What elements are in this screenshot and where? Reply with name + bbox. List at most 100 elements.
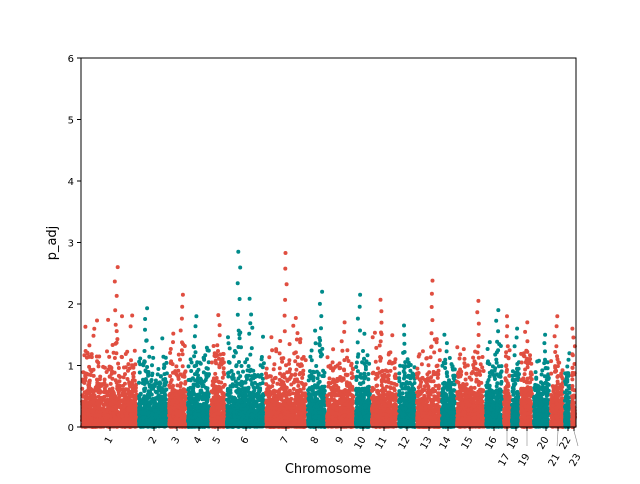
data-point <box>246 364 251 369</box>
data-point <box>213 393 218 398</box>
peak-point <box>238 265 243 270</box>
data-point <box>283 398 288 403</box>
peak-point <box>194 314 199 319</box>
data-point <box>143 386 148 391</box>
data-point <box>214 376 219 380</box>
data-point <box>216 379 221 384</box>
data-point <box>183 369 188 374</box>
data-point <box>153 421 158 426</box>
data-point <box>120 414 124 419</box>
data-point <box>287 369 292 374</box>
data-point <box>110 399 115 404</box>
data-point <box>131 407 136 412</box>
data-point <box>107 374 112 379</box>
data-point <box>237 336 242 341</box>
data-point <box>261 334 265 339</box>
data-point <box>131 374 136 379</box>
data-point <box>178 419 183 424</box>
data-point <box>168 374 173 379</box>
data-point <box>231 354 236 359</box>
data-point <box>268 385 273 390</box>
data-point <box>195 360 200 365</box>
data-point <box>96 360 101 365</box>
data-point <box>104 413 109 418</box>
data-point <box>188 357 193 362</box>
data-point <box>232 421 237 426</box>
data-point <box>93 418 98 423</box>
data-point <box>229 375 234 380</box>
data-point <box>180 364 185 369</box>
data-point <box>97 354 102 359</box>
data-point <box>259 414 264 419</box>
peak-point <box>115 337 120 342</box>
data-point <box>296 383 301 388</box>
data-point <box>236 370 241 375</box>
data-point <box>85 350 90 355</box>
data-point <box>107 354 112 359</box>
data-point <box>81 370 86 375</box>
data-point <box>87 380 92 384</box>
data-point <box>120 314 124 319</box>
data-point <box>222 382 227 387</box>
data-point <box>155 372 160 377</box>
data-point <box>210 420 215 424</box>
data-point <box>272 362 277 367</box>
data-point <box>83 373 88 378</box>
data-point <box>120 409 125 413</box>
data-point <box>153 378 158 383</box>
data-point <box>219 397 224 402</box>
data-point <box>179 415 184 420</box>
peak-point <box>193 324 198 329</box>
data-point <box>279 418 284 423</box>
data-point <box>99 396 104 401</box>
data-point <box>102 377 107 382</box>
data-point <box>221 411 226 415</box>
data-point <box>273 375 278 380</box>
data-point <box>178 384 183 389</box>
data-point <box>179 402 184 407</box>
data-point <box>298 387 302 392</box>
data-points <box>80 249 577 429</box>
data-point <box>281 422 286 426</box>
data-point <box>200 423 205 427</box>
data-point <box>271 380 276 385</box>
data-point <box>243 407 248 412</box>
peak-point <box>145 306 150 311</box>
data-point <box>299 362 304 367</box>
data-point <box>289 382 294 387</box>
data-point <box>213 399 218 404</box>
data-point <box>146 389 151 394</box>
data-point <box>236 376 241 381</box>
data-point <box>249 346 254 351</box>
data-point <box>277 377 282 382</box>
data-point <box>95 377 99 382</box>
data-point <box>82 418 87 423</box>
data-point <box>116 361 121 366</box>
data-point <box>209 360 214 365</box>
data-point <box>130 416 135 421</box>
data-point <box>164 371 169 376</box>
data-point <box>130 363 135 368</box>
data-point <box>295 355 300 360</box>
data-point <box>247 331 252 336</box>
data-point <box>171 370 175 375</box>
data-point <box>198 418 203 423</box>
data-point <box>178 357 182 362</box>
data-point <box>82 390 87 395</box>
data-point <box>186 378 191 382</box>
data-point <box>101 390 106 394</box>
data-point <box>189 369 194 373</box>
data-point <box>126 408 131 413</box>
data-point <box>182 387 187 392</box>
data-point <box>202 357 207 362</box>
data-point <box>137 380 141 385</box>
data-point <box>137 418 142 423</box>
data-point <box>278 382 283 387</box>
data-point <box>245 412 250 417</box>
data-point <box>226 341 231 346</box>
data-point <box>291 391 295 396</box>
data-point <box>98 374 103 379</box>
peak-point <box>191 344 196 349</box>
data-point <box>294 367 299 372</box>
data-point <box>285 419 290 424</box>
